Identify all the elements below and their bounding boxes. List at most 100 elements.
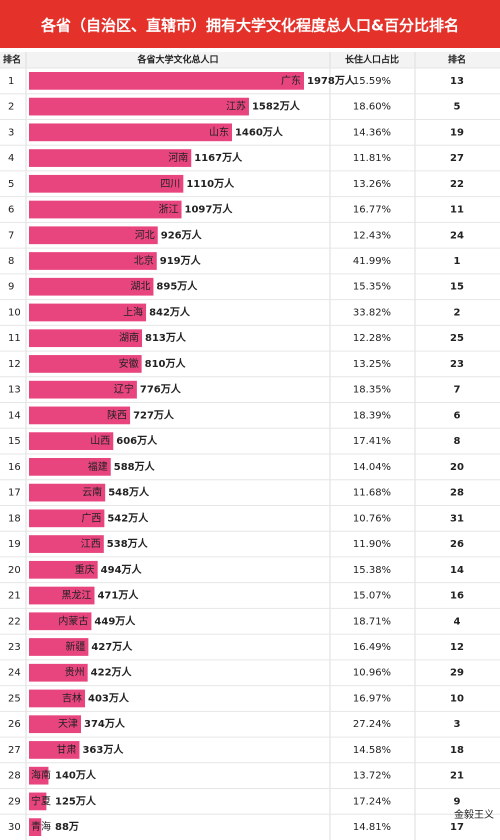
rank: 21 — [8, 591, 21, 602]
value-label: 727万人 — [133, 408, 175, 421]
province-name: 内蒙古 — [58, 614, 88, 627]
share: 13.25% — [353, 359, 391, 370]
rank: 22 — [8, 616, 21, 627]
share: 16.77% — [353, 205, 391, 216]
share-rank: 5 — [454, 102, 461, 113]
bar — [29, 663, 88, 682]
share-rank: 6 — [454, 410, 461, 421]
rank: 28 — [8, 771, 21, 782]
share-rank: 17 — [450, 822, 464, 833]
share-rank: 24 — [450, 230, 464, 241]
value-label: 842万人 — [149, 305, 191, 318]
share: 14.04% — [353, 462, 391, 473]
column-header: 长住人口占比 — [345, 54, 399, 66]
value-label: 1097万人 — [185, 203, 234, 216]
rank: 27 — [8, 745, 21, 756]
share-rank: 19 — [450, 127, 464, 138]
rank: 26 — [8, 719, 21, 730]
share: 16.97% — [353, 693, 391, 704]
value-label: 403万人 — [88, 691, 130, 704]
value-label: 538万人 — [107, 537, 149, 550]
value-label: 374万人 — [84, 717, 126, 730]
share: 10.96% — [353, 668, 391, 679]
share-rank: 29 — [450, 668, 464, 679]
share: 15.35% — [353, 282, 391, 293]
province-name: 湖南 — [119, 331, 139, 344]
rank: 10 — [8, 307, 21, 318]
bar — [29, 174, 184, 193]
rank: 18 — [8, 513, 21, 524]
rank: 20 — [8, 565, 21, 576]
bar — [29, 329, 143, 348]
province-name: 甘肃 — [56, 743, 76, 756]
share: 15.59% — [353, 76, 391, 87]
bar — [29, 792, 47, 811]
province-name: 广东 — [281, 74, 301, 87]
rank: 24 — [8, 668, 21, 679]
share-rank: 11 — [450, 205, 464, 216]
bar — [29, 689, 86, 708]
rank: 19 — [8, 539, 21, 550]
bar — [29, 355, 142, 373]
share: 15.07% — [353, 591, 391, 602]
rank: 16 — [8, 462, 21, 473]
value-label: 1978万人 — [307, 74, 356, 87]
rank: 25 — [8, 693, 21, 704]
share-rank: 13 — [450, 76, 464, 87]
share-rank: 21 — [450, 771, 464, 782]
bar — [29, 123, 232, 142]
province-name: 安徽 — [119, 357, 139, 370]
value-label: 588万人 — [114, 460, 156, 473]
value-label: 1582万人 — [252, 100, 301, 113]
bar — [29, 483, 106, 502]
share-rank: 7 — [454, 385, 461, 396]
value-label: 919万人 — [160, 254, 202, 267]
watermark: 金毅王义 — [454, 808, 494, 821]
rank: 15 — [8, 436, 21, 447]
province-name: 青海 — [31, 820, 51, 833]
share: 18.71% — [353, 616, 391, 627]
share: 10.76% — [353, 513, 391, 524]
share: 11.81% — [353, 153, 391, 164]
value-label: 895万人 — [156, 280, 198, 293]
share-rank: 28 — [450, 488, 464, 499]
bar — [29, 149, 192, 167]
province-name: 天津 — [58, 718, 78, 730]
share-rank: 10 — [450, 693, 464, 704]
province-name: 四川 — [160, 179, 180, 190]
share: 14.81% — [353, 822, 391, 833]
share: 41.99% — [353, 256, 391, 267]
share: 33.82% — [353, 307, 391, 318]
value-label: 1110万人 — [186, 177, 235, 190]
province-name: 黑龙江 — [61, 589, 91, 602]
share-rank: 9 — [454, 796, 461, 807]
value-label: 1460万人 — [235, 125, 284, 138]
value-label: 813万人 — [145, 331, 187, 344]
province-name: 宁夏 — [31, 794, 51, 807]
rank: 11 — [8, 333, 21, 344]
province-name: 山东 — [209, 125, 229, 138]
column-header: 排名 — [3, 54, 21, 66]
share: 14.58% — [353, 745, 391, 756]
value-label: 542万人 — [107, 511, 149, 524]
share-rank: 15 — [450, 282, 464, 293]
province-name: 重庆 — [75, 563, 95, 576]
share-rank: 23 — [450, 359, 464, 370]
rank: 30 — [8, 822, 21, 833]
bar — [29, 432, 114, 450]
rank: 2 — [8, 102, 14, 113]
share-rank: 8 — [454, 436, 461, 447]
rank: 4 — [8, 153, 14, 164]
rank: 12 — [8, 359, 21, 370]
bar — [29, 509, 105, 528]
rank: 1 — [8, 76, 14, 87]
value-label: 88万 — [55, 821, 79, 833]
share-rank: 1 — [454, 256, 461, 267]
value-label: 125万人 — [55, 794, 97, 807]
value-label: 449万人 — [94, 614, 136, 627]
bar — [29, 303, 147, 322]
share: 18.35% — [353, 385, 391, 396]
bar — [29, 586, 95, 605]
value-label: 1167万人 — [194, 151, 243, 164]
province-name: 辽宁 — [114, 383, 134, 396]
